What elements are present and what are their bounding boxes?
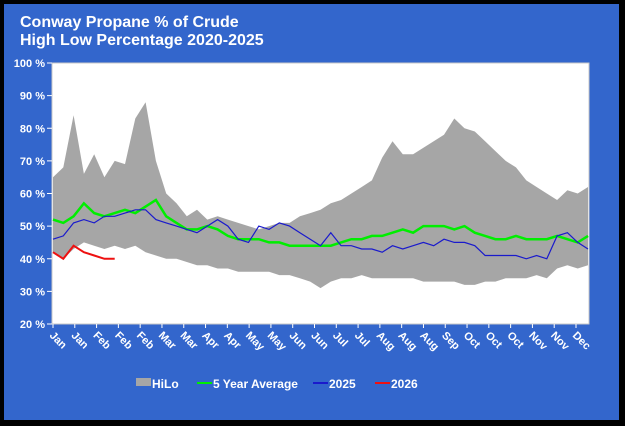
series-line-2026 xyxy=(52,244,115,261)
series-line-2025 xyxy=(52,209,589,260)
y-tick-label: 80 % xyxy=(20,123,45,135)
y-tick-label: 100 % xyxy=(14,58,45,70)
chart-title: Conway Propane % of Crude xyxy=(20,14,239,31)
y-tick-label: 60 % xyxy=(20,189,45,201)
legend-label: 2026 xyxy=(391,377,418,391)
y-tick-label: 40 % xyxy=(20,254,45,266)
y-tick-label: 90 % xyxy=(20,91,45,103)
y-tick-label: 50 % xyxy=(20,221,45,233)
legend-swatch-hilo xyxy=(136,378,151,386)
legend: HiLo 5 Year Average 2025 2026 xyxy=(136,377,418,391)
hilo-band xyxy=(53,102,588,289)
legend-label: 5 Year Average xyxy=(213,377,298,391)
y-tick-label: 20 % xyxy=(20,319,45,331)
legend-label: HiLo xyxy=(152,377,179,391)
chart-subtitle: High Low Percentage 2020-2025 xyxy=(20,32,264,49)
y-tick-label: 70 % xyxy=(20,156,45,168)
y-tick-label: 30 % xyxy=(20,286,45,298)
legend-label: 2025 xyxy=(329,377,356,391)
